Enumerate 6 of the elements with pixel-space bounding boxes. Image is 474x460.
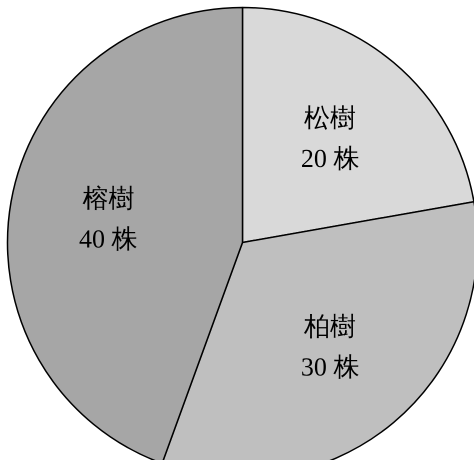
data-label: 20 株 [300,144,360,173]
data-label: 40 株 [79,224,138,254]
slice-label: 柏樹 [303,312,356,342]
slice-label: 松樹 [304,103,356,132]
slice-label: 榕樹 [82,184,134,214]
data-label: 30 株 [300,352,360,382]
